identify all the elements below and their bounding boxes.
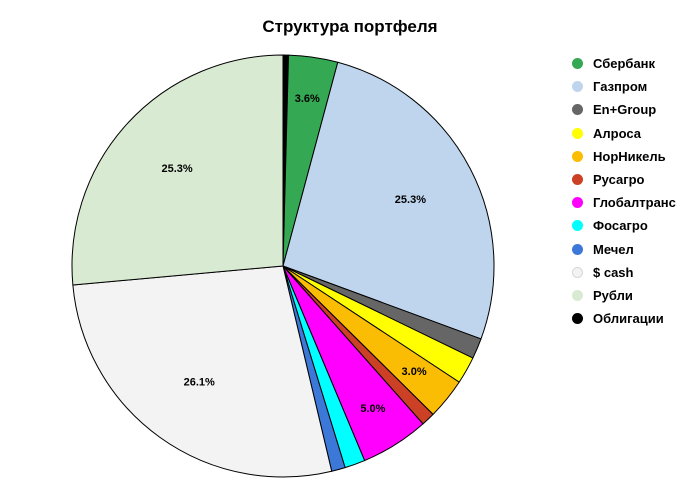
slice-label-газпром: 25.3%: [395, 194, 426, 206]
legend-label: НорНикель: [593, 148, 666, 164]
legend-label: Рубли: [593, 287, 633, 303]
legend-swatch: [572, 220, 583, 232]
legend-swatch: [572, 150, 583, 162]
legend-swatch: [572, 313, 583, 325]
pie-slice-cash: [72, 265, 333, 478]
legend-label: Газпром: [593, 79, 648, 95]
legend-item-cash: $ cash: [572, 261, 676, 284]
legend-item-норникель: НорНикель: [572, 145, 676, 168]
slice-label-норникель: 3.0%: [402, 366, 427, 378]
slice-label-сбербанк: 3.6%: [295, 93, 320, 105]
pie-slice-газпром: [282, 61, 495, 340]
legend-item-мечел: Мечел: [572, 238, 676, 261]
legend-swatch: [572, 127, 583, 139]
legend-label: Глобалтранс: [593, 195, 676, 211]
legend-swatch: [572, 174, 583, 186]
legend-item-облигации: Облигации: [572, 307, 676, 330]
pie-slice-рубли: [71, 54, 284, 286]
legend-swatch: [572, 81, 583, 93]
legend-swatch: [572, 243, 583, 255]
legend-swatch: [572, 58, 583, 70]
legend-swatch: [572, 197, 583, 209]
legend: Сбербанк Газпром En+Group Алроса НорНикель Ру…: [572, 52, 676, 330]
slice-label-рубли: 25.3%: [161, 163, 192, 175]
legend-label: En+Group: [593, 102, 657, 118]
legend-label: Русагро: [593, 172, 645, 188]
legend-swatch: [572, 104, 583, 116]
slice-label-глобалтранс: 5.0%: [360, 403, 385, 415]
legend-item-рубли: Рубли: [572, 284, 676, 307]
legend-swatch: [572, 289, 583, 301]
legend-item-алроса: Алроса: [572, 122, 676, 145]
legend-item-газпром: Газпром: [572, 75, 676, 98]
legend-swatch: [572, 266, 583, 278]
chart-title: Структура портфеля: [262, 17, 438, 36]
legend-label: Фосагро: [593, 218, 648, 234]
legend-item-сбербанк: Сбербанк: [572, 52, 676, 75]
legend-item-en-group: En+Group: [572, 98, 676, 121]
legend-label: $ cash: [593, 264, 634, 280]
legend-item-русагро: Русагро: [572, 168, 676, 191]
legend-label: Сбербанк: [593, 56, 656, 72]
legend-label: Мечел: [593, 241, 634, 257]
legend-item-фосагро: Фосагро: [572, 214, 676, 237]
slice-label-cash: 26.1%: [184, 376, 215, 388]
legend-item-глобалтранс: Глобалтранс: [572, 191, 676, 214]
legend-label: Алроса: [593, 125, 641, 141]
legend-label: Облигации: [593, 311, 664, 327]
